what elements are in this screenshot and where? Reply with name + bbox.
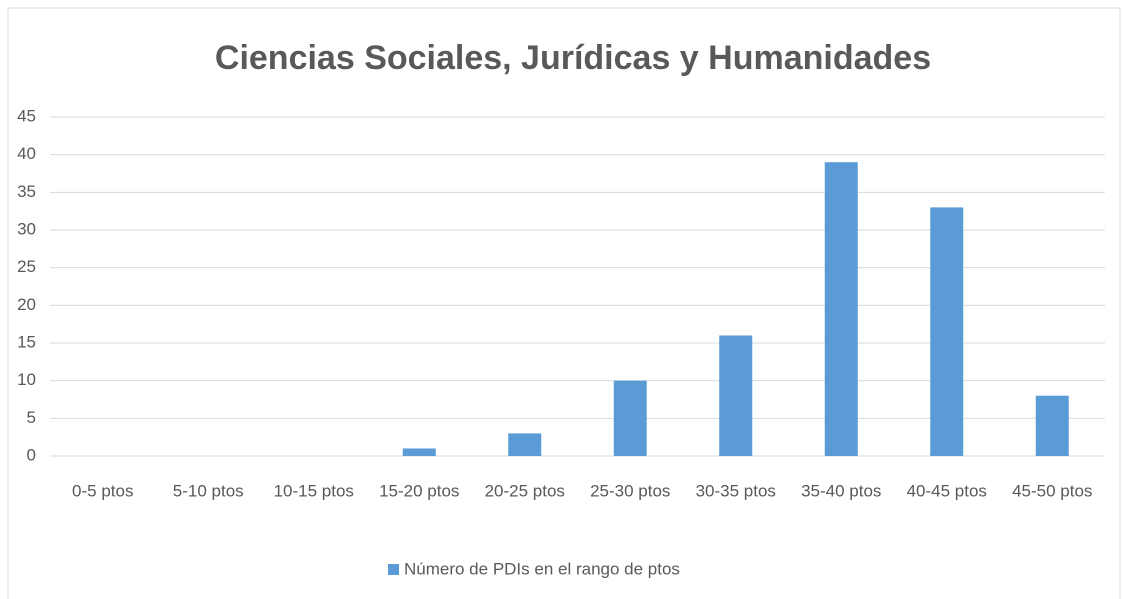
x-tick-label: 20-25 ptos: [485, 481, 565, 500]
bar: [824, 162, 858, 456]
y-tick-label: 35: [17, 182, 36, 201]
x-tick-label: 25-30 ptos: [590, 481, 670, 500]
bar: [1035, 395, 1069, 456]
y-tick-label: 10: [17, 370, 36, 389]
x-tick-label: 30-35 ptos: [696, 481, 776, 500]
x-tick-label: 15-20 ptos: [379, 481, 459, 500]
x-tick-label: 5-10 ptos: [173, 481, 244, 500]
y-tick-label: 30: [17, 219, 36, 238]
bar: [402, 448, 436, 456]
y-tick-label: 25: [17, 257, 36, 276]
y-tick-label: 20: [17, 295, 36, 314]
x-tick-label: 45-50 ptos: [1012, 481, 1092, 500]
y-tick-label: 45: [17, 106, 36, 125]
legend-label: Número de PDIs en el rango de ptos: [404, 559, 680, 578]
y-tick-label: 0: [27, 445, 36, 464]
x-tick-label: 40-45 ptos: [907, 481, 987, 500]
bar: [930, 207, 964, 456]
x-tick-label: 35-40 ptos: [801, 481, 881, 500]
chart-title: Ciencias Sociales, Jurídicas y Humanidad…: [215, 39, 931, 77]
bar: [719, 335, 753, 456]
bar: [613, 380, 647, 456]
y-tick-label: 40: [17, 144, 36, 163]
y-tick-label: 15: [17, 332, 36, 351]
x-tick-label: 0-5 ptos: [72, 481, 133, 500]
legend-swatch: [388, 564, 399, 575]
x-tick-label: 10-15 ptos: [274, 481, 354, 500]
y-tick-label: 5: [27, 408, 36, 427]
bar: [508, 433, 542, 456]
